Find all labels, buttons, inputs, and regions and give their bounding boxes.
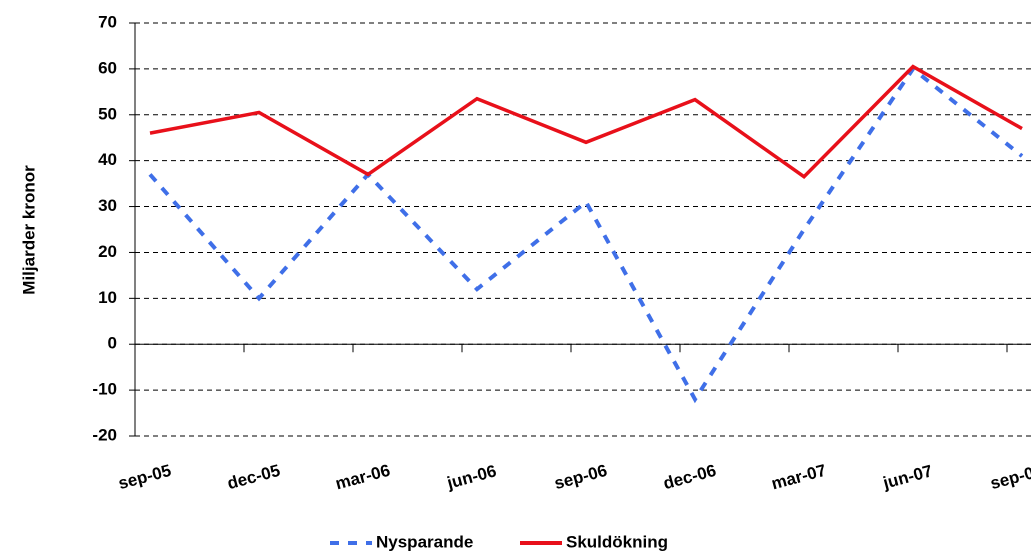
legend-label: Skuldökning — [566, 532, 668, 551]
y-tick-label: -20 — [92, 425, 117, 444]
x-tick-label: dec-05 — [225, 461, 282, 493]
legend-label: Nysparande — [376, 532, 473, 551]
y-tick-label: 0 — [108, 334, 117, 353]
y-tick-label: 20 — [98, 242, 117, 261]
y-tick-label: 10 — [98, 288, 117, 307]
series-line — [148, 65, 1024, 404]
x-tick-label: jun-06 — [444, 461, 498, 493]
y-tick-label: 60 — [98, 58, 117, 77]
x-tick-label: jun-07 — [880, 461, 934, 493]
y-tick-label: 70 — [98, 12, 117, 31]
x-tick-label: sep-05 — [116, 461, 173, 493]
x-tick-label: mar-06 — [333, 461, 392, 494]
y-tick-label: -10 — [92, 380, 117, 399]
y-axis-title: Miljarder kronor — [19, 165, 38, 295]
y-tick-label: 50 — [98, 104, 117, 123]
x-tick-label: dec-06 — [661, 461, 718, 493]
series-line — [149, 64, 1023, 180]
y-tick-label: 30 — [98, 196, 117, 215]
x-tick-label: sep-07 — [988, 461, 1031, 493]
y-tick-label: 40 — [98, 150, 117, 169]
x-tick-label: mar-07 — [769, 461, 828, 494]
x-tick-label: sep-06 — [552, 461, 609, 493]
